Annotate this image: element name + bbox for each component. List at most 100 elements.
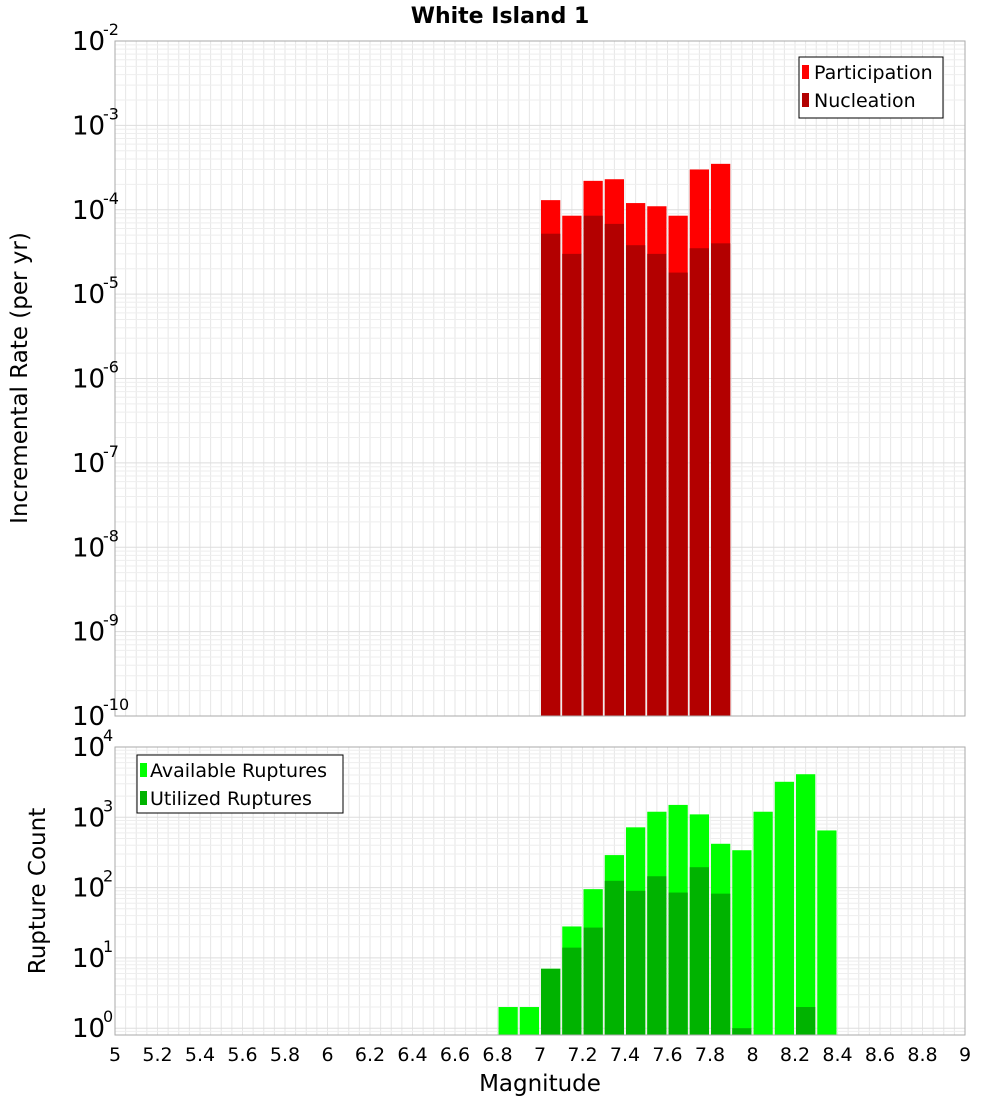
y-tick-label-base: 10: [72, 196, 105, 226]
nucleation-legend-swatch: [802, 93, 809, 107]
y-tick-label-base: 10: [72, 365, 105, 395]
nucleation-bar: [562, 253, 582, 716]
nucleation-bar: [626, 245, 646, 717]
y-tick-label-base: 10: [72, 874, 105, 904]
y-tick-label-base: 10: [72, 27, 105, 57]
available-ruptures-legend-swatch: [140, 763, 147, 777]
utilized-ruptures-bar: [732, 1028, 752, 1035]
x-tick-label: 5.4: [185, 1044, 215, 1066]
utilized-ruptures-bar: [626, 890, 646, 1035]
y-tick-label-exponent: 0: [103, 1007, 113, 1026]
participation-legend-swatch: [802, 65, 809, 79]
x-tick-label: 6: [321, 1044, 333, 1066]
y-tick-label-base: 10: [72, 733, 105, 763]
utilized-ruptures-bar: [711, 893, 731, 1035]
y-tick-label-base: 10: [72, 944, 105, 974]
y-tick-label-exponent: -2: [103, 20, 119, 39]
y-tick-label-exponent: -6: [103, 358, 119, 377]
available-ruptures-bar: [732, 850, 752, 1035]
x-tick-label: 6.2: [355, 1044, 385, 1066]
count-plot-frame: [114, 746, 966, 1036]
y-tick-label-exponent: -9: [103, 611, 119, 630]
y-tick-label-exponent: 4: [103, 726, 113, 745]
x-tick-label: 7.4: [610, 1044, 640, 1066]
available-ruptures-legend-label: Available Ruptures: [150, 760, 327, 782]
y-tick-label-base: 10: [72, 618, 105, 648]
nucleation-legend-label: Nucleation: [814, 90, 916, 112]
y-tick-label-base: 10: [72, 1014, 105, 1044]
utilized-ruptures-bar: [583, 927, 603, 1035]
nucleation-bar: [668, 272, 688, 716]
rate-plot-frame: [114, 40, 966, 717]
x-tick-label: 7.2: [567, 1044, 597, 1066]
rate-legend-box: [798, 56, 944, 119]
y-tick-label-exponent: -7: [103, 442, 119, 461]
y-tick-label-exponent: -8: [103, 526, 119, 545]
utilized-ruptures-bar: [796, 1007, 816, 1035]
y-tick-label-base: 10: [72, 449, 105, 479]
x-tick-label: 7: [534, 1044, 546, 1066]
y-tick-label-exponent: 3: [103, 796, 113, 815]
nucleation-bar: [541, 233, 561, 716]
available-ruptures-bar: [498, 1007, 518, 1035]
x-tick-label: 7.8: [695, 1044, 725, 1066]
nucleation-bar: [647, 253, 667, 716]
y-tick-label-base: 10: [72, 803, 105, 833]
y-tick-label-base: 10: [72, 533, 105, 563]
count-legend-box: [136, 754, 344, 814]
nucleation-bar: [711, 243, 731, 717]
x-tick-label: 8.4: [822, 1044, 852, 1066]
y-tick-label-exponent: -10: [103, 695, 129, 714]
available-ruptures-bar: [519, 1007, 539, 1035]
utilized-ruptures-bar: [541, 968, 561, 1035]
utilized-ruptures-legend-swatch: [140, 791, 147, 805]
count-legend: Available Ruptures Utilized Ruptures: [136, 754, 344, 814]
rate-y-axis-label: Incremental Rate (per yr): [7, 232, 33, 524]
available-ruptures-bar: [796, 774, 816, 1035]
nucleation-bar: [689, 248, 709, 717]
x-tick-label: 6.8: [482, 1044, 512, 1066]
available-ruptures-bar: [817, 830, 837, 1035]
available-ruptures-bar: [774, 781, 794, 1035]
x-tick-label: 8: [746, 1044, 758, 1066]
utilized-ruptures-bar: [647, 876, 667, 1035]
participation-legend-label: Participation: [814, 62, 933, 84]
x-tick-label: 7.6: [652, 1044, 682, 1066]
y-tick-label-base: 10: [72, 280, 105, 310]
utilized-ruptures-bar: [689, 867, 709, 1035]
utilized-ruptures-legend-label: Utilized Ruptures: [150, 788, 312, 810]
x-tick-label: 5.2: [142, 1044, 172, 1066]
x-tick-label: 8.8: [907, 1044, 937, 1066]
y-tick-label-base: 10: [72, 702, 105, 732]
x-tick-label: 8.2: [780, 1044, 810, 1066]
utilized-ruptures-bar: [562, 947, 582, 1035]
x-tick-label: 6.6: [440, 1044, 470, 1066]
x-tick-label: 8.6: [865, 1044, 895, 1066]
nucleation-bar: [583, 215, 603, 717]
y-tick-label-exponent: -4: [103, 189, 119, 208]
utilized-ruptures-bar: [604, 880, 624, 1035]
count-x-ticks: 5 5.2 5.4 5.6 5.8 6 6.2 6.4 6.6 6.8 7 7.2 7.4 7.6 7.8 8…: [109, 1044, 971, 1066]
x-tick-label: 5.6: [227, 1044, 257, 1066]
nucleation-bar: [604, 223, 624, 716]
rate-legend: Participation Nucleation: [798, 56, 944, 119]
y-tick-label-exponent: -5: [103, 273, 119, 292]
chart-title: White Island 1: [411, 4, 590, 29]
x-axis-label: Magnitude: [479, 1071, 601, 1097]
available-ruptures-bar: [753, 811, 773, 1035]
x-tick-label: 5.8: [270, 1044, 300, 1066]
y-tick-label-exponent: 2: [103, 867, 113, 886]
x-tick-label: 5: [109, 1044, 121, 1066]
x-tick-label: 6.4: [397, 1044, 427, 1066]
utilized-ruptures-bar: [668, 892, 688, 1035]
count-y-axis-label: Rupture Count: [25, 808, 51, 974]
rate-grid: [114, 40, 966, 717]
count-bars: [498, 774, 837, 1035]
y-tick-label-exponent: 1: [103, 937, 113, 956]
y-tick-label-base: 10: [72, 111, 105, 141]
